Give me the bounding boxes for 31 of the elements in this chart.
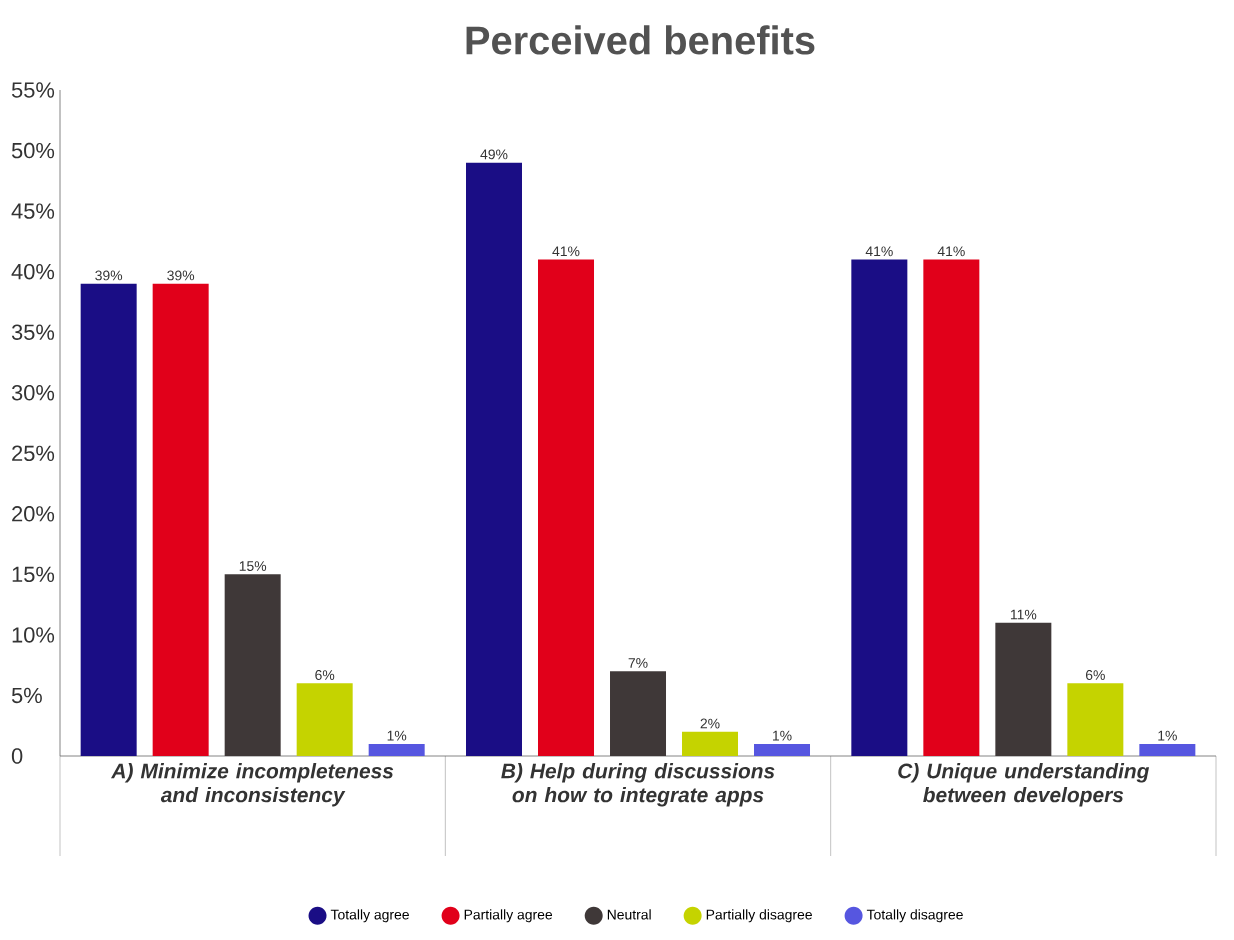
bar	[368, 743, 425, 756]
y-tick-label: 20%	[12, 506, 55, 522]
x-tick-label: A) Minimize incompleteness and inconsistency	[110, 763, 394, 807]
bar	[224, 574, 281, 756]
bar	[1139, 743, 1196, 756]
x-tick-label: B) Help during discussions on how to integrate apps	[501, 763, 775, 807]
bar	[152, 283, 209, 756]
y-tick-label: 35%	[11, 324, 55, 340]
y-tick-label: 25%	[12, 445, 55, 462]
y-tick-label: 10%	[12, 627, 55, 643]
bar	[610, 671, 667, 756]
bar	[296, 683, 353, 756]
bar	[682, 731, 739, 756]
y-tick-label: 45%	[11, 203, 55, 219]
chart-title: Perceived benefits	[466, 25, 815, 55]
y-tick-label: 5%	[11, 687, 42, 704]
y-tick-label: 50%	[11, 142, 55, 159]
bar	[1067, 683, 1124, 756]
y-tick-label: 15%	[12, 566, 55, 583]
y-tick-label: 55%	[11, 82, 55, 98]
bar	[995, 622, 1052, 756]
bar	[923, 259, 980, 756]
bar	[80, 283, 137, 756]
x-tick-label: C) Unique understanding between developers	[898, 763, 1150, 807]
bar	[851, 259, 908, 756]
bar	[466, 162, 522, 756]
y-tick-label: 40%	[11, 263, 55, 280]
y-tick-label: 0	[11, 748, 23, 764]
bar	[538, 259, 595, 756]
y-tick-label: 30%	[11, 384, 55, 401]
bar	[754, 743, 811, 756]
